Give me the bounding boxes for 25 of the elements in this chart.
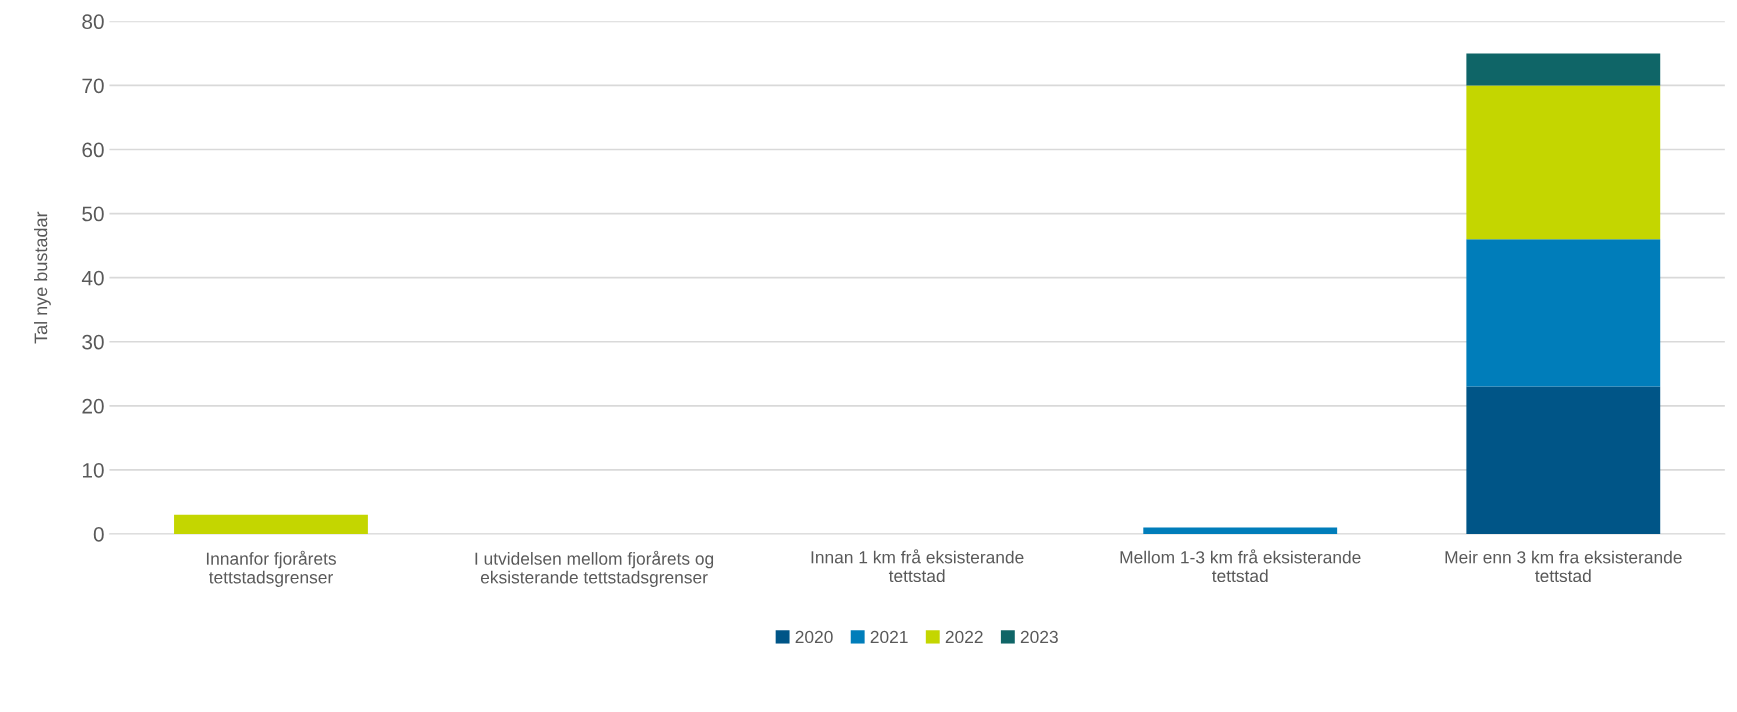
legend-label: 2022 [945, 630, 983, 644]
y-tick-label: 70 [82, 78, 104, 94]
y-tick-label: 10 [82, 462, 104, 478]
bar [174, 514, 368, 534]
x-tick-label: Meir enn 3 km fra eksisterande tettstad [1445, 550, 1682, 583]
y-tick-label: 40 [81, 270, 104, 286]
bar [1466, 85, 1661, 240]
y-axis-title: Tal nye bustadar [34, 211, 51, 344]
y-tick-label: 0 [93, 527, 104, 542]
y-tick-label: 60 [82, 142, 104, 158]
x-tick-label: Innan 1 km frå eksisterande tettstad [811, 549, 1024, 583]
legend-label: 2020 [795, 630, 833, 644]
legend-label: 2021 [870, 630, 908, 644]
x-tick-label: Mellom 1-3 km frå eksisterande tettstad [1120, 549, 1361, 583]
x-tick-label: I utvidelsen mellom fjorårets og eksisterande tettstadsgrenser [475, 550, 714, 587]
bar [1466, 239, 1661, 387]
y-tick-label: 30 [82, 334, 104, 350]
y-tick-label: 50 [82, 206, 104, 222]
bar [1466, 386, 1661, 534]
bar [1466, 53, 1661, 86]
legend-label: 2023 [1020, 630, 1058, 644]
y-tick-label: 20 [82, 398, 104, 414]
bar [1143, 527, 1338, 534]
x-tick-label: Innanfor fjorårets tettstadsgrenser [206, 550, 336, 587]
y-tick-label: 80 [82, 14, 104, 30]
